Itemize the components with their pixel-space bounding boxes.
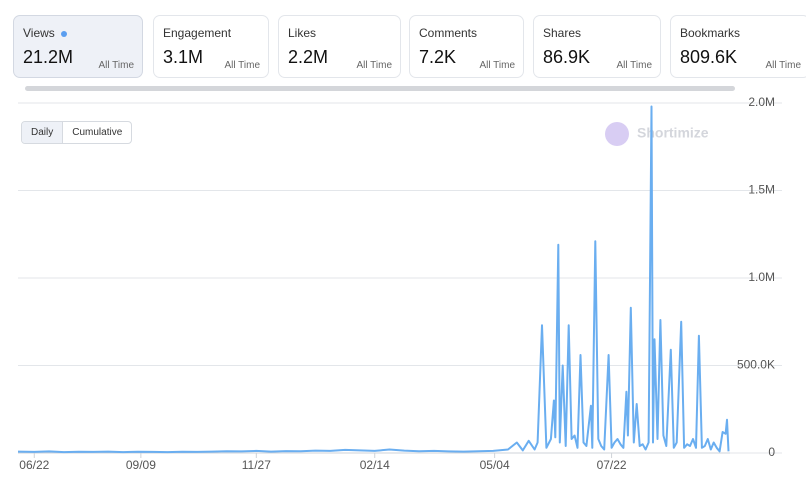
watermark-icon <box>605 122 629 146</box>
metric-card[interactable]: Likes 2.2M All Time <box>278 15 401 78</box>
metric-period: All Time <box>765 60 801 71</box>
metric-value: 21.2M <box>23 47 74 67</box>
metric-label-text: Engagement <box>163 26 232 40</box>
metric-label: Likes <box>288 26 316 40</box>
toggle-button[interactable]: Cumulative <box>72 127 123 138</box>
line-series <box>17 105 730 454</box>
metric-card[interactable]: Engagement 3.1M All Time <box>153 15 269 78</box>
metric-card[interactable]: Shares 86.9K All Time <box>533 15 661 78</box>
metric-label-text: Comments <box>419 26 478 40</box>
metric-label-text: Likes <box>288 26 317 40</box>
scrollbar <box>25 86 735 91</box>
metric-label: Bookmarks <box>680 26 740 40</box>
x-tick-label: 02/14 <box>360 458 390 472</box>
metric-label-text: Bookmarks <box>680 26 741 40</box>
toggle-button[interactable]: Daily <box>22 122 64 143</box>
y-tick-label: 1.0M <box>748 270 775 284</box>
metric-label-text: Shares <box>543 26 582 40</box>
metric-label-text: Views <box>23 26 55 40</box>
metric-card[interactable]: Comments 7.2K All Time <box>409 15 524 78</box>
metric-value: 809.6K <box>680 47 738 67</box>
view-toggle: Daily Cumulative <box>21 121 133 144</box>
watermark: Shortimize <box>637 125 709 141</box>
y-tick-label: 0 <box>768 445 775 459</box>
metric-value: 86.9K <box>543 47 591 67</box>
y-tick-label: 1.5M <box>748 183 775 197</box>
metric-label: Engagement <box>163 26 231 40</box>
metric-period: All Time <box>98 60 134 71</box>
metric-value: 3.1M <box>163 47 204 67</box>
x-tick-label: 11/27 <box>242 458 271 472</box>
x-tick-label: 07/22 <box>597 458 627 472</box>
y-tick-label: 500.0K <box>737 358 775 372</box>
metric-card[interactable]: Bookmarks 809.6K All Time <box>670 15 806 78</box>
metric-label: Comments <box>419 26 477 40</box>
metric-card[interactable]: Views 21.2M All Time <box>13 15 143 78</box>
metric-value: 2.2M <box>288 47 329 67</box>
metric-period: All Time <box>479 60 515 71</box>
metric-period: All Time <box>356 60 392 71</box>
metric-label: Views <box>23 26 67 40</box>
metric-label: Shares <box>543 26 581 40</box>
x-tick-label: 06/22 <box>19 458 49 472</box>
metric-period: All Time <box>616 60 652 71</box>
x-tick-label: 05/04 <box>480 458 510 472</box>
y-tick-label: 2.0M <box>748 95 775 109</box>
metric-period: All Time <box>224 60 260 71</box>
x-tick-label: 09/09 <box>126 458 156 472</box>
active-dot <box>60 30 67 37</box>
metric-value: 7.2K <box>419 47 457 67</box>
